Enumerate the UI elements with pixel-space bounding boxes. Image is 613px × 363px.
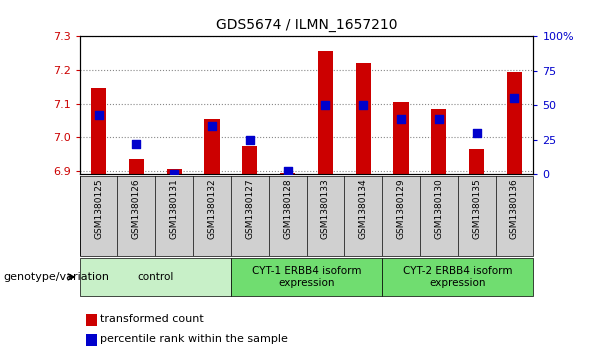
Text: GSM1380132: GSM1380132	[207, 179, 216, 239]
Bar	[80, 258, 231, 296]
Text: CYT-2 ERBB4 isoform
expression: CYT-2 ERBB4 isoform expression	[403, 266, 512, 287]
Text: GSM1380125: GSM1380125	[94, 179, 103, 239]
Bar	[469, 149, 484, 174]
Text: GSM1380136: GSM1380136	[510, 179, 519, 239]
Point	[472, 130, 482, 136]
Text: GSM1380129: GSM1380129	[397, 179, 406, 239]
Bar	[242, 146, 257, 174]
Bar	[432, 109, 446, 174]
Bar	[394, 102, 408, 174]
Point	[169, 171, 179, 177]
Text: GSM1380131: GSM1380131	[170, 179, 179, 239]
Text: GSM1380134: GSM1380134	[359, 179, 368, 239]
Title: GDS5674 / ILMN_1657210: GDS5674 / ILMN_1657210	[216, 19, 397, 33]
Bar	[318, 52, 333, 174]
Point	[434, 116, 444, 122]
Bar	[382, 258, 533, 296]
Bar	[167, 169, 181, 174]
Text: percentile rank within the sample: percentile rank within the sample	[100, 334, 287, 344]
Point	[131, 141, 141, 147]
Text: transformed count: transformed count	[100, 314, 204, 325]
Point	[283, 168, 292, 174]
Text: GSM1380127: GSM1380127	[245, 179, 254, 239]
Bar	[280, 172, 295, 174]
Text: GSM1380135: GSM1380135	[472, 179, 481, 239]
Text: control: control	[137, 272, 173, 282]
Bar	[231, 258, 382, 296]
Point	[321, 102, 330, 108]
Text: GSM1380133: GSM1380133	[321, 179, 330, 239]
Point	[207, 123, 217, 129]
Text: GSM1380126: GSM1380126	[132, 179, 141, 239]
Point	[358, 102, 368, 108]
Text: GSM1380130: GSM1380130	[434, 179, 443, 239]
Bar	[205, 119, 219, 174]
Point	[396, 116, 406, 122]
Bar	[507, 72, 522, 174]
Bar	[129, 159, 144, 174]
Point	[94, 112, 104, 118]
Bar	[91, 89, 106, 174]
Point	[509, 95, 519, 101]
Text: genotype/variation: genotype/variation	[3, 272, 109, 282]
Bar	[356, 63, 371, 174]
Text: GSM1380128: GSM1380128	[283, 179, 292, 239]
Point	[245, 137, 255, 143]
Text: CYT-1 ERBB4 isoform
expression: CYT-1 ERBB4 isoform expression	[252, 266, 361, 287]
